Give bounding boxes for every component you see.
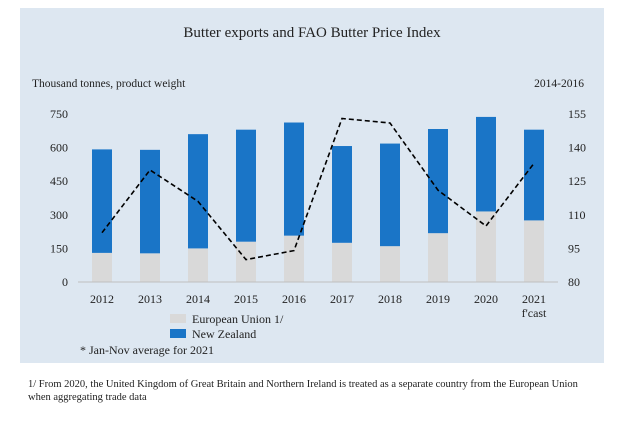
x-tick-labels: 2012 2013 2014 2015 2016 2017 2018 2019 2020 2021…	[90, 292, 547, 320]
price-index-polyline	[101, 117, 535, 261]
right-tick-95: 95	[568, 241, 580, 255]
left-axis-label: Thousand tonnes, product weight	[32, 78, 186, 90]
bar-nz-2020	[476, 116, 496, 212]
chart-note: * Jan-Nov average for 2021	[80, 343, 214, 357]
bar-nz-2013	[140, 149, 160, 254]
price-index-line	[101, 117, 535, 261]
x-tick-2018: 2018	[378, 292, 402, 306]
right-tick-110: 110	[568, 208, 586, 222]
chart-title: Butter exports and FAO Butter Price Inde…	[183, 25, 441, 41]
right-axis-label: 2014-2016	[534, 78, 584, 90]
bar-nz-2014	[188, 134, 208, 249]
bar-eu-2017	[332, 242, 352, 282]
x-tick-2019: 2019	[426, 292, 450, 306]
bar-eu-2020	[476, 211, 496, 282]
legend-label-eu: European Union 1/	[192, 312, 284, 326]
legend: European Union 1/ New Zealand * Jan-Nov …	[80, 312, 284, 357]
left-tick-750: 750	[50, 107, 68, 121]
bar-eu-2014	[188, 248, 208, 282]
legend-swatch-nz	[170, 329, 186, 338]
x-tick-2017: 2017	[330, 292, 354, 306]
x-tick-2020: 2020	[474, 292, 498, 306]
bar-nz-2021	[524, 129, 544, 221]
bar-nz-2015	[236, 129, 256, 242]
left-tick-450: 450	[50, 174, 68, 188]
left-tick-150: 150	[50, 241, 68, 255]
x-tick-2012: 2012	[90, 292, 114, 306]
right-tick-125: 125	[568, 174, 586, 188]
chart-panel: Butter exports and FAO Butter Price Inde…	[20, 8, 604, 363]
left-tick-0: 0	[62, 275, 68, 289]
legend-label-nz: New Zealand	[192, 327, 256, 341]
bar-eu-2018	[380, 246, 400, 282]
bar-nz-2017	[332, 146, 352, 243]
right-tick-80: 80	[568, 275, 580, 289]
right-tick-155: 155	[568, 107, 586, 121]
bar-eu-2013	[140, 253, 160, 282]
bar-nz-2019	[428, 129, 448, 234]
x-tick-2021: 2021	[522, 292, 546, 306]
x-sublabel-2021: f'cast	[522, 306, 547, 320]
bar-eu-2015	[236, 241, 256, 282]
legend-swatch-eu	[170, 314, 186, 323]
x-tick-2013: 2013	[138, 292, 162, 306]
x-tick-2014: 2014	[186, 292, 210, 306]
chart: Butter exports and FAO Butter Price Inde…	[32, 25, 586, 357]
bars	[92, 116, 544, 282]
bar-eu-2016	[284, 235, 304, 282]
right-tick-140: 140	[568, 141, 586, 155]
bar-eu-2021	[524, 220, 544, 282]
bar-nz-2012	[92, 149, 112, 253]
left-tick-labels: 0 150 300 450 600 750	[50, 107, 68, 289]
bar-nz-2016	[284, 122, 304, 236]
x-tick-2016: 2016	[282, 292, 306, 306]
x-tick-2015: 2015	[234, 292, 258, 306]
bar-eu-2012	[92, 252, 112, 282]
footnote: 1/ From 2020, the United Kingdom of Grea…	[28, 379, 578, 403]
left-tick-300: 300	[50, 208, 68, 222]
left-tick-600: 600	[50, 141, 68, 155]
bar-nz-2018	[380, 143, 400, 247]
right-tick-labels: 80 95 110 125 140 155	[568, 107, 586, 289]
bar-eu-2019	[428, 233, 448, 282]
